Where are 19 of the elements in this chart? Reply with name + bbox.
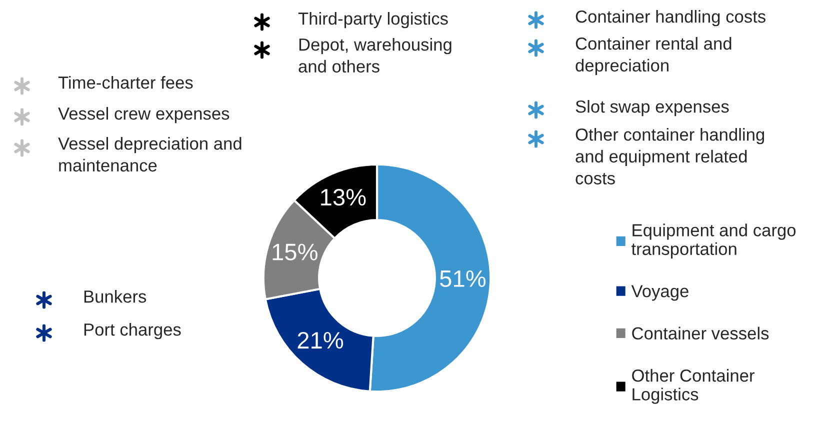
data-label: 21% (298, 332, 344, 349)
text: Slot swap expenses (576, 100, 729, 116)
data-label: 13% (321, 188, 366, 206)
legend-label: Voyage (631, 285, 688, 301)
text: Port charges (84, 323, 181, 340)
text: Vessel crew expenses (58, 107, 230, 124)
text: Time-charter fees (58, 76, 193, 89)
text: Vessel depreciation and maintenance (58, 137, 242, 172)
text: Container rental and depreciation (576, 37, 732, 76)
text: Depot, warehousing and others (298, 38, 452, 73)
data-label: 15% (272, 244, 318, 260)
legend-label: Other Container Logistics (632, 369, 754, 404)
data-label: 51% (440, 270, 486, 288)
text: Third-party logistics (298, 12, 448, 28)
text: Container handling costs (576, 10, 766, 26)
text: Other container handling and equipment related costs (576, 128, 764, 184)
legend-label: Container vessels (632, 326, 769, 340)
text: Bunkers (84, 290, 146, 303)
legend-label: Equipment and cargo transportation (632, 224, 796, 259)
